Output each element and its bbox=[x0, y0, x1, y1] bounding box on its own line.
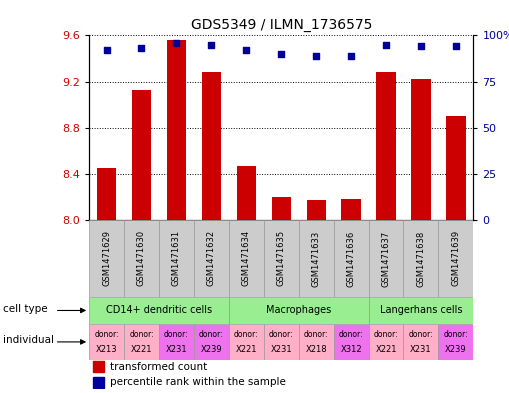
Bar bbox=[159, 324, 194, 360]
Bar bbox=[333, 220, 369, 297]
Bar bbox=[438, 220, 473, 297]
Text: GSM1471639: GSM1471639 bbox=[451, 230, 461, 286]
Text: GSM1471631: GSM1471631 bbox=[172, 230, 181, 286]
Text: X239: X239 bbox=[201, 345, 222, 354]
Text: X221: X221 bbox=[236, 345, 257, 354]
Bar bbox=[93, 377, 104, 387]
Text: GSM1471629: GSM1471629 bbox=[102, 230, 111, 286]
Point bbox=[173, 40, 181, 46]
Bar bbox=[237, 166, 256, 220]
Bar bbox=[229, 324, 264, 360]
Text: X221: X221 bbox=[131, 345, 152, 354]
Point bbox=[312, 53, 320, 59]
Point bbox=[137, 45, 146, 51]
Bar bbox=[89, 324, 124, 360]
Text: GSM1471632: GSM1471632 bbox=[207, 230, 216, 286]
Bar bbox=[97, 168, 116, 220]
Bar bbox=[306, 200, 326, 220]
Text: Macrophages: Macrophages bbox=[266, 305, 331, 316]
Bar bbox=[229, 297, 369, 324]
Point bbox=[102, 47, 110, 53]
Bar bbox=[124, 220, 159, 297]
Bar bbox=[272, 197, 291, 220]
Text: CD14+ dendritic cells: CD14+ dendritic cells bbox=[106, 305, 212, 316]
Text: X231: X231 bbox=[410, 345, 432, 354]
Text: donor:: donor: bbox=[339, 330, 363, 339]
Text: X312: X312 bbox=[341, 345, 362, 354]
Text: donor:: donor: bbox=[409, 330, 433, 339]
Bar bbox=[446, 116, 466, 220]
Bar bbox=[369, 324, 404, 360]
Text: GSM1471636: GSM1471636 bbox=[347, 230, 356, 286]
Bar bbox=[264, 324, 299, 360]
Point bbox=[207, 41, 215, 48]
Point bbox=[417, 43, 425, 50]
Text: percentile rank within the sample: percentile rank within the sample bbox=[110, 377, 286, 387]
Text: donor:: donor: bbox=[443, 330, 468, 339]
Text: donor:: donor: bbox=[129, 330, 154, 339]
Bar bbox=[124, 324, 159, 360]
Bar bbox=[264, 220, 299, 297]
Bar bbox=[333, 324, 369, 360]
Point bbox=[242, 47, 250, 53]
Bar bbox=[89, 297, 229, 324]
Bar bbox=[202, 72, 221, 220]
Text: cell type: cell type bbox=[3, 303, 47, 314]
Text: Langerhans cells: Langerhans cells bbox=[380, 305, 462, 316]
Text: GSM1471638: GSM1471638 bbox=[416, 230, 426, 286]
Text: X231: X231 bbox=[165, 345, 187, 354]
Text: donor:: donor: bbox=[269, 330, 294, 339]
Bar bbox=[229, 220, 264, 297]
Bar bbox=[369, 297, 473, 324]
Point bbox=[347, 53, 355, 59]
Bar bbox=[404, 324, 438, 360]
Bar bbox=[159, 220, 194, 297]
Text: X221: X221 bbox=[375, 345, 397, 354]
Bar bbox=[89, 220, 124, 297]
Bar bbox=[299, 220, 333, 297]
Text: GSM1471630: GSM1471630 bbox=[137, 230, 146, 286]
Text: donor:: donor: bbox=[304, 330, 328, 339]
Text: GSM1471635: GSM1471635 bbox=[277, 230, 286, 286]
Text: X218: X218 bbox=[305, 345, 327, 354]
Bar bbox=[299, 324, 333, 360]
Text: X231: X231 bbox=[270, 345, 292, 354]
Text: donor:: donor: bbox=[234, 330, 259, 339]
Text: GSM1471633: GSM1471633 bbox=[312, 230, 321, 286]
Bar bbox=[411, 79, 431, 220]
Text: GSM1471634: GSM1471634 bbox=[242, 230, 251, 286]
Title: GDS5349 / ILMN_1736575: GDS5349 / ILMN_1736575 bbox=[190, 18, 372, 31]
Bar bbox=[194, 220, 229, 297]
Text: X239: X239 bbox=[445, 345, 467, 354]
Text: donor:: donor: bbox=[374, 330, 399, 339]
Text: transformed count: transformed count bbox=[110, 362, 208, 372]
Bar bbox=[194, 324, 229, 360]
Bar bbox=[438, 324, 473, 360]
Bar bbox=[342, 199, 361, 220]
Bar bbox=[369, 220, 404, 297]
Bar bbox=[167, 40, 186, 220]
Bar bbox=[93, 362, 104, 372]
Point bbox=[452, 43, 460, 50]
Text: GSM1471637: GSM1471637 bbox=[382, 230, 390, 286]
Text: X213: X213 bbox=[96, 345, 118, 354]
Bar bbox=[404, 220, 438, 297]
Text: donor:: donor: bbox=[164, 330, 189, 339]
Bar bbox=[132, 90, 151, 220]
Point bbox=[382, 41, 390, 48]
Bar bbox=[377, 72, 395, 220]
Text: donor:: donor: bbox=[199, 330, 223, 339]
Text: individual: individual bbox=[3, 335, 53, 345]
Point bbox=[277, 51, 285, 57]
Text: donor:: donor: bbox=[94, 330, 119, 339]
